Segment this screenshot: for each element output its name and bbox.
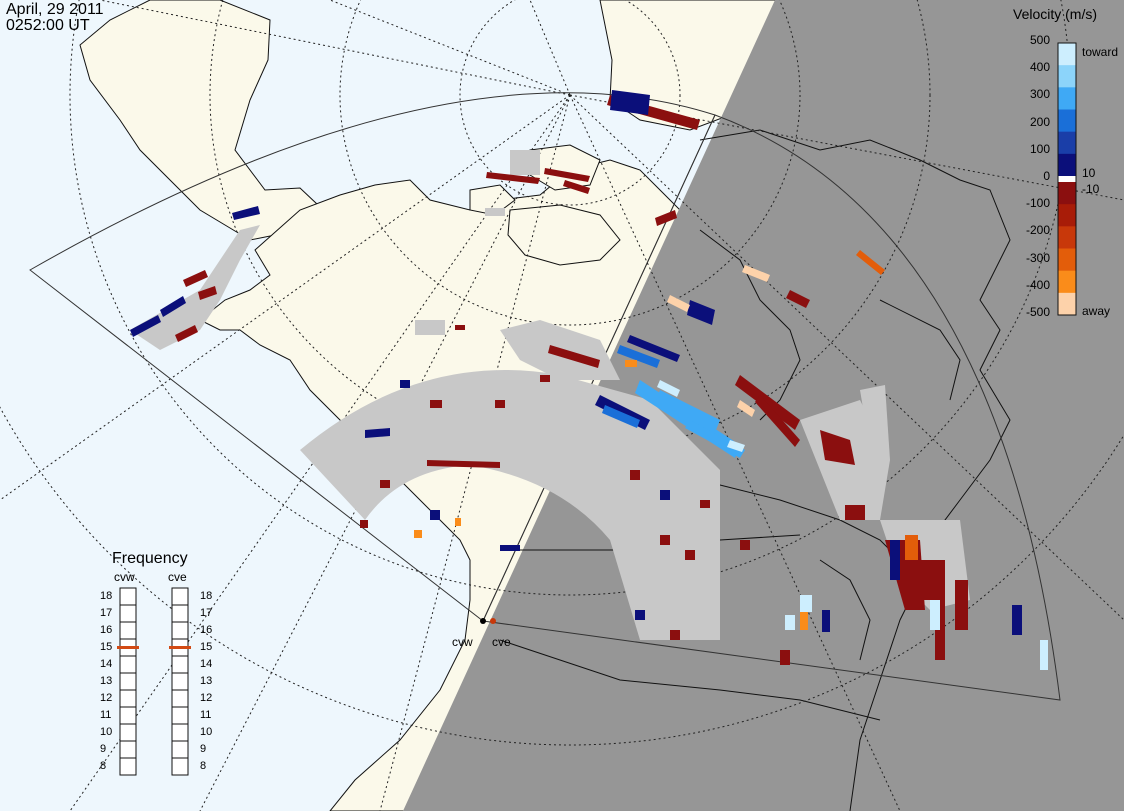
- velocity-toward-label: toward: [1082, 45, 1119, 59]
- velocity-tick-label: 300: [1029, 87, 1050, 102]
- frequency-scale-label: 9: [200, 742, 207, 755]
- radar-fov: [29, 92, 1061, 701]
- velocity-tick-label: 200: [1029, 114, 1050, 129]
- frequency-scale-label: 11: [100, 708, 112, 721]
- frequency-scale-label: 10: [200, 725, 213, 738]
- frequency-scales: [117, 587, 191, 776]
- site-marker-cve: [490, 618, 496, 624]
- frequency-scale-label: 17: [200, 606, 213, 619]
- velocity-tick-label: 100: [1029, 141, 1050, 156]
- velocity-legend-title: Velocity (m/s): [1013, 6, 1098, 22]
- radar-sites: [480, 618, 496, 624]
- velocity-colorbar-border: [1057, 42, 1077, 316]
- frequency-scale-label: 13: [200, 674, 213, 687]
- velocity-tick-label: 0: [1043, 169, 1050, 183]
- colorbar-segment: [1058, 109, 1076, 133]
- frequency-scale-label: 16: [100, 623, 113, 636]
- frequency-scale-label: 15: [100, 640, 113, 653]
- frequency-scale-label: 11: [200, 708, 212, 721]
- frequency-scale-box: [171, 587, 189, 776]
- frequency-scale-label: 9: [100, 742, 107, 755]
- date-label: April, 29 2011: [6, 1, 104, 18]
- velocity-neg10-label: -10: [1082, 182, 1100, 196]
- frequency-scale-label: 13: [100, 674, 113, 687]
- site-label-cve: cve: [492, 635, 511, 649]
- colorbar-segment: [1058, 65, 1076, 88]
- colorbar-segment: [1058, 182, 1076, 205]
- frequency-scale-label: 17: [100, 606, 113, 619]
- velocity-tick-label: -100: [1025, 196, 1050, 211]
- arctic-island-1: [507, 204, 621, 266]
- colorbar-segment: [1058, 292, 1076, 316]
- colorbar-segment: [1058, 131, 1076, 155]
- velocity-tick-label: 500: [1029, 33, 1050, 47]
- velocity-tick-label: -300: [1025, 250, 1050, 265]
- site-marker-cvw: [480, 618, 486, 624]
- frequency-scale-label: 16: [200, 623, 213, 636]
- arctic-island-3: [469, 184, 516, 216]
- colorbar-segment: [1058, 226, 1076, 249]
- frequency-scale-label: 14: [100, 657, 113, 670]
- velocity-tick-label: -400: [1025, 277, 1050, 292]
- site-label-cvw: cvw: [452, 635, 473, 649]
- velocity-away-label: away: [1082, 304, 1111, 318]
- frequency-scale-label: 8: [200, 759, 207, 772]
- colorbar-segment: [1058, 43, 1076, 66]
- frequency-scale-label: 10: [100, 725, 113, 738]
- colorbar-segment: [1058, 204, 1076, 227]
- colorbar-segment: [1058, 153, 1076, 177]
- velocity-pos10-label: 10: [1082, 166, 1096, 180]
- colorbar-segment: [1058, 176, 1076, 183]
- velocity-tick-label: -500: [1025, 305, 1050, 319]
- frequency-title: Frequency: [112, 550, 188, 567]
- colorbar-segment: [1058, 248, 1076, 272]
- colorbar-segment: [1058, 87, 1076, 110]
- velocity-cells: [130, 90, 1048, 670]
- frequency-scale-label: 12: [200, 691, 213, 704]
- velocity-tick-label: 400: [1029, 60, 1050, 75]
- frequency-scale-label: 15: [200, 640, 213, 653]
- velocity-tick-label: -200: [1025, 223, 1050, 238]
- colorbar-segment: [1058, 270, 1076, 294]
- cvw-fov: [29, 92, 716, 622]
- frequency-label-cvw: cvw: [114, 570, 135, 584]
- siberia-land: [79, 0, 319, 241]
- time-label: 0252:00 UT: [6, 17, 90, 34]
- frequency-scale-box: [119, 587, 137, 776]
- frequency-scale-label: 8: [100, 759, 107, 772]
- cve-fov: [482, 114, 1061, 701]
- frequency-scale-label: 18: [100, 589, 113, 602]
- frequency-scale-label: 18: [200, 589, 213, 602]
- frequency-scale-label: 14: [200, 657, 213, 670]
- velocity-colorbar: [1058, 43, 1076, 316]
- frequency-label-cve: cve: [168, 570, 187, 584]
- frequency-scale-label: 12: [100, 691, 113, 704]
